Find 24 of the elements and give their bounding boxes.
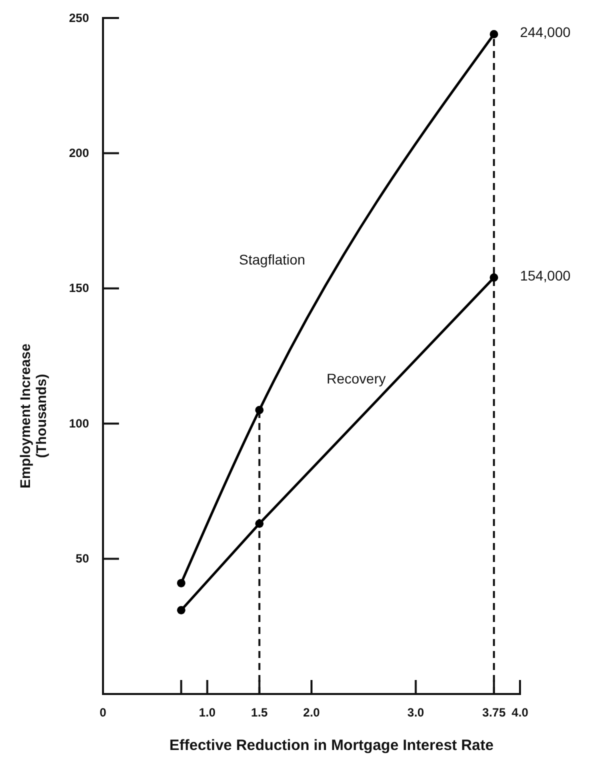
series-label: Stagflation [239, 252, 306, 268]
x-tick-label: 1.5 [251, 706, 268, 720]
x-axis-title: Effective Reduction in Mortgage Interest Rate [169, 737, 494, 754]
y-tick-label: 200 [68, 146, 90, 160]
x-tick-label: 0 [100, 706, 107, 720]
point [255, 519, 264, 528]
x-tick-label: 3.75 [482, 706, 506, 720]
y-axis-title: Employment Increase (Thousands) [17, 343, 50, 488]
y-tick-label: 250 [68, 10, 90, 25]
y-tick-label: 50 [76, 552, 90, 566]
point [177, 606, 186, 614]
x-tick-label: 4.0 [512, 706, 529, 720]
point [490, 273, 498, 282]
point [177, 578, 186, 588]
point [490, 30, 498, 38]
y-tick-label: 100 [68, 416, 90, 430]
annotation: 244,000 [520, 24, 571, 40]
annotation: 154,000 [520, 268, 571, 284]
point [255, 406, 264, 414]
x-tick-label: 2.0 [303, 706, 320, 720]
y-tick-label: 150 [68, 281, 90, 296]
series-label: Recovery [326, 370, 386, 386]
x-tick-label: 1.0 [198, 706, 216, 720]
x-tick-label: 3.0 [407, 706, 424, 720]
